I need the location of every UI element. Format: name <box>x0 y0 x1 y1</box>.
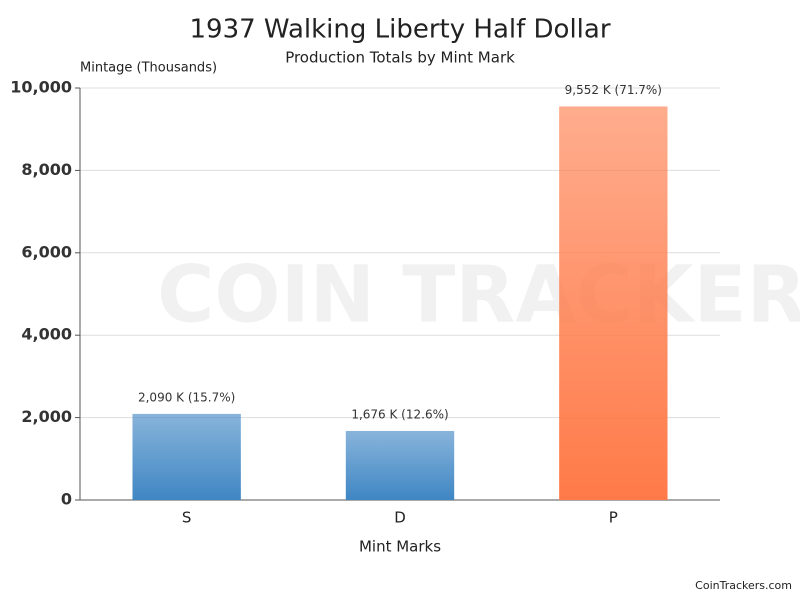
x-tick-label: D <box>394 509 406 527</box>
y-tick-label: 10,000 <box>10 78 72 97</box>
y-tick-label: 0 <box>61 490 72 509</box>
y-tick-label: 8,000 <box>21 160 72 179</box>
bar <box>345 430 455 500</box>
bar <box>559 106 668 500</box>
data-label: 9,552 K (71.7%) <box>565 83 662 97</box>
y-tick-label: 4,000 <box>21 325 72 344</box>
x-tick-label: P <box>609 509 618 527</box>
chart-subtitle: Production Totals by Mint Mark <box>285 49 515 67</box>
watermark: COIN TRACKERS <box>157 250 800 340</box>
footer: CoinTrackers.com <box>695 579 792 592</box>
y-tick-label: 6,000 <box>21 242 72 261</box>
data-label: 1,676 K (12.6%) <box>351 407 448 421</box>
bar <box>132 413 241 500</box>
x-tick-label: S <box>182 509 192 527</box>
chart-title: 1937 Walking Liberty Half Dollar <box>189 15 610 45</box>
y-tick-label: 2,000 <box>21 407 72 426</box>
y-axis-title: Mintage (Thousands) <box>80 61 217 76</box>
x-axis-title: Mint Marks <box>359 538 441 556</box>
data-label: 2,090 K (15.7%) <box>138 390 235 404</box>
